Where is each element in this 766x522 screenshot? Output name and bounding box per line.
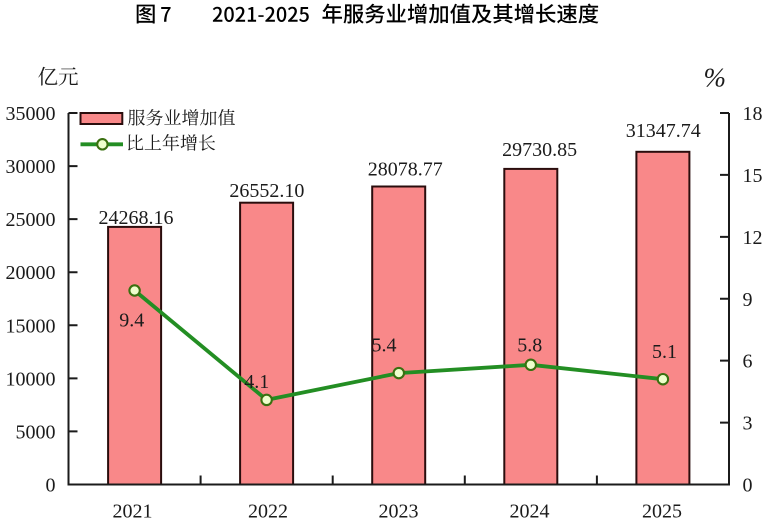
svg-text:2024: 2024 [510,501,550,522]
svg-text:9: 9 [743,289,753,311]
svg-text:18: 18 [743,103,763,125]
svg-text:2021: 2021 [113,501,153,522]
svg-text:24268.16: 24268.16 [99,207,174,229]
svg-text:0: 0 [46,475,56,497]
svg-text:2025: 2025 [642,501,682,522]
svg-text:12: 12 [743,227,763,249]
svg-text:9.4: 9.4 [119,309,144,331]
svg-text:30000: 30000 [6,156,56,178]
svg-text:10000: 10000 [6,368,56,390]
svg-text:5.8: 5.8 [517,334,542,356]
svg-text:5.4: 5.4 [372,334,397,356]
svg-text:20000: 20000 [6,262,56,284]
svg-text:6: 6 [743,351,753,373]
svg-text:25000: 25000 [6,209,56,231]
svg-text:2022: 2022 [248,501,288,522]
svg-text:0: 0 [743,475,753,497]
svg-text:15000: 15000 [6,315,56,337]
svg-text:4.1: 4.1 [244,371,269,393]
svg-text:%: % [704,63,727,93]
svg-text:28078.77: 28078.77 [368,158,443,180]
svg-text:29730.85: 29730.85 [502,139,577,161]
svg-text:3: 3 [743,413,753,435]
svg-text:5.1: 5.1 [652,341,677,363]
svg-text:26552.10: 26552.10 [229,180,304,202]
svg-text:5000: 5000 [16,421,56,443]
svg-text:35000: 35000 [6,103,56,125]
svg-text:15: 15 [743,165,763,187]
svg-text:2023: 2023 [379,501,419,522]
svg-text:31347.74: 31347.74 [626,120,701,142]
